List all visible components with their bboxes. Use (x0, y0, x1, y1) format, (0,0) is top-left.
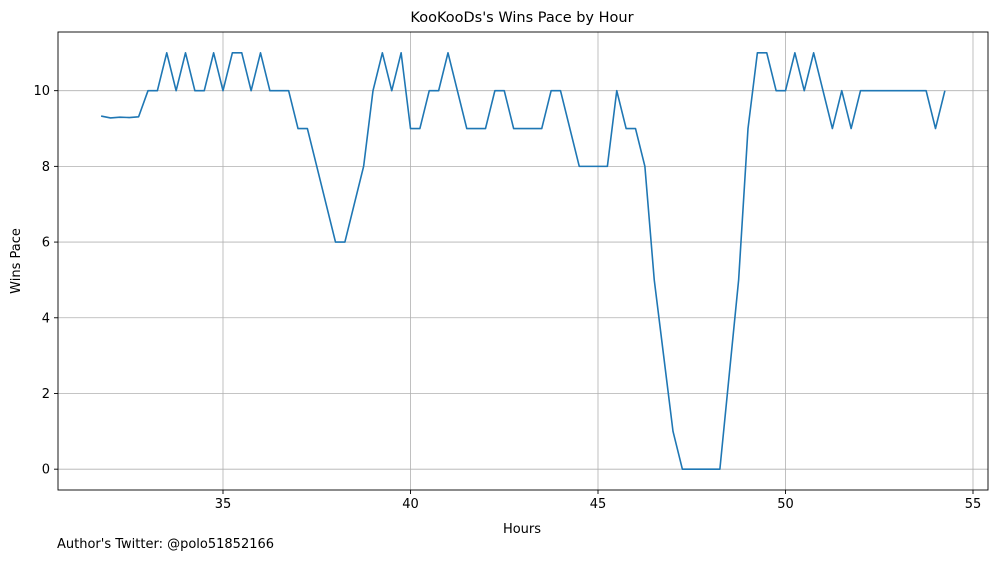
x-tick-label: 55 (965, 497, 982, 512)
grid (58, 32, 988, 490)
y-tick-label: 8 (42, 160, 50, 175)
x-axis-label: Hours (503, 522, 541, 537)
y-tick-label: 2 (42, 387, 50, 402)
y-axis-ticks: 0 2 4 6 8 10 (33, 84, 58, 478)
chart-title: KooKooDs's Wins Pace by Hour (410, 10, 633, 26)
series-line (100, 52, 946, 470)
y-tick-label: 6 (42, 236, 50, 251)
plot-area (100, 52, 946, 470)
y-tick-label: 10 (33, 84, 50, 99)
plot-frame (57, 31, 989, 491)
x-axis-ticks: 35 40 45 50 55 (215, 490, 982, 512)
x-tick-label: 35 (215, 497, 232, 512)
axes-frame (57, 31, 989, 491)
x-tick-label: 45 (590, 497, 607, 512)
y-axis-label: Wins Pace (9, 228, 24, 294)
y-tick-label: 4 (42, 311, 50, 326)
author-credit: Author's Twitter: @polo51852166 (57, 537, 275, 552)
y-tick-label: 0 (42, 463, 50, 478)
x-tick-label: 40 (402, 497, 419, 512)
x-tick-label: 50 (777, 497, 794, 512)
